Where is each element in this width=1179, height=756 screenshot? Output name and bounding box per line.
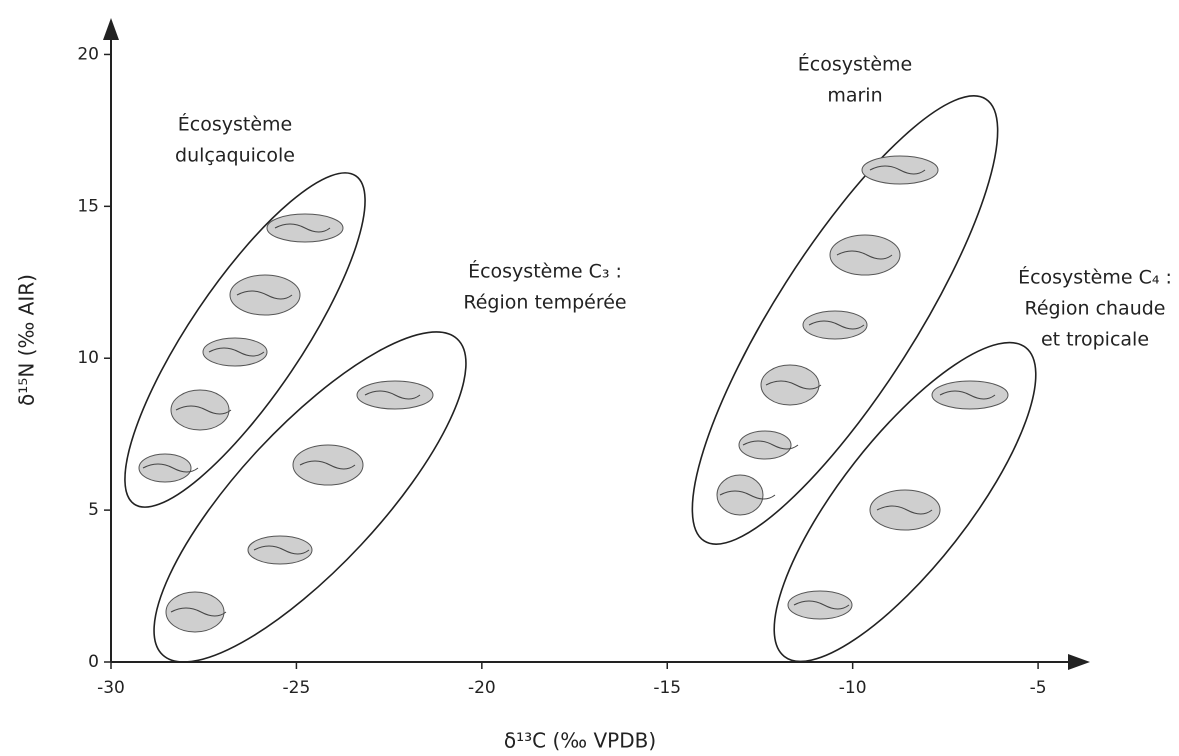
- animal-illustration: [170, 389, 232, 431]
- region-label: Écosystème C₃ :: [468, 260, 622, 283]
- y-tick-label: 15: [77, 196, 99, 216]
- animal-illustration: [738, 430, 799, 460]
- animal-illustration: [829, 234, 901, 276]
- illustration-detail: [274, 223, 331, 233]
- y-tick-label: 5: [88, 500, 99, 520]
- x-tick-label: -15: [653, 678, 681, 698]
- animal-illustration: [266, 213, 344, 243]
- illustration-detail: [719, 490, 776, 500]
- region-label: Écosystème C₄ :: [1018, 266, 1172, 289]
- x-axis-arrow: [1068, 654, 1090, 670]
- illustration-detail: [208, 347, 265, 357]
- animal-illustration: [931, 380, 1009, 410]
- illustration-detail: [765, 380, 822, 390]
- y-tick-label: 10: [77, 348, 99, 368]
- illustration-body: [292, 444, 364, 486]
- illustration-detail: [836, 250, 893, 260]
- y-tick-label: 0: [88, 652, 99, 672]
- illustration-body: [716, 474, 764, 516]
- x-tick-label: -30: [97, 678, 125, 698]
- illustration-detail: [876, 505, 933, 515]
- region-ellipse: [124, 172, 366, 508]
- region-label: marin: [827, 85, 882, 107]
- illustration-detail: [364, 390, 421, 400]
- illustration-detail: [793, 600, 850, 610]
- animal-illustration: [802, 310, 868, 340]
- illustration-body: [170, 389, 230, 431]
- animal-illustration: [787, 590, 853, 620]
- illustration-body: [138, 453, 192, 483]
- illustration-body: [202, 337, 268, 367]
- region-label: Région tempérée: [463, 292, 626, 314]
- illustration-detail: [808, 320, 865, 330]
- illustration-detail: [299, 460, 356, 470]
- region-ellipse: [691, 95, 999, 545]
- animal-illustration: [229, 274, 301, 316]
- illustration-detail: [236, 290, 293, 300]
- animal-illustration: [861, 155, 939, 185]
- illustration-body: [802, 310, 868, 340]
- illustration-body: [787, 590, 853, 620]
- x-axis-label: δ¹³C (‰ VPDB): [504, 729, 656, 753]
- animal-illustration: [247, 535, 313, 565]
- illustration-body: [247, 535, 313, 565]
- illustration-detail: [939, 390, 996, 400]
- region-label: Écosystème: [798, 53, 912, 76]
- illustration-detail: [253, 545, 310, 555]
- region-label: Écosystème: [178, 113, 292, 136]
- y-axis-arrow: [103, 18, 119, 40]
- animal-illustration: [292, 444, 364, 486]
- x-tick-label: -20: [468, 678, 496, 698]
- region-ellipse: [153, 331, 467, 663]
- animal-illustration: [202, 337, 268, 367]
- animal-illustration: [869, 489, 941, 531]
- region-label: et tropicale: [1041, 329, 1149, 351]
- illustration-detail: [742, 440, 799, 450]
- animal-illustration: [716, 474, 776, 516]
- illustration-body: [165, 591, 225, 633]
- y-tick-label: 20: [77, 44, 99, 64]
- y-axis-label: δ¹⁵N (‰ AIR): [15, 274, 39, 406]
- illustration-body: [869, 489, 941, 531]
- animal-illustration: [760, 364, 822, 406]
- region-label: Région chaude: [1024, 298, 1165, 320]
- illustration-body: [229, 274, 301, 316]
- illustration-detail: [170, 607, 227, 617]
- illustration-body: [760, 364, 820, 406]
- x-tick-label: -10: [839, 678, 867, 698]
- illustration-body: [829, 234, 901, 276]
- region-ellipse: [773, 341, 1037, 663]
- animal-illustration: [165, 591, 227, 633]
- illustration-body: [738, 430, 792, 460]
- illustration-detail: [869, 165, 926, 175]
- x-tick-label: -25: [283, 678, 311, 698]
- region-label: dulçaquicole: [175, 145, 295, 167]
- animal-illustration: [356, 380, 434, 410]
- illustration-detail: [142, 463, 199, 473]
- x-tick-label: -5: [1030, 678, 1047, 698]
- illustration-detail: [175, 405, 232, 415]
- animal-illustration: [138, 453, 199, 483]
